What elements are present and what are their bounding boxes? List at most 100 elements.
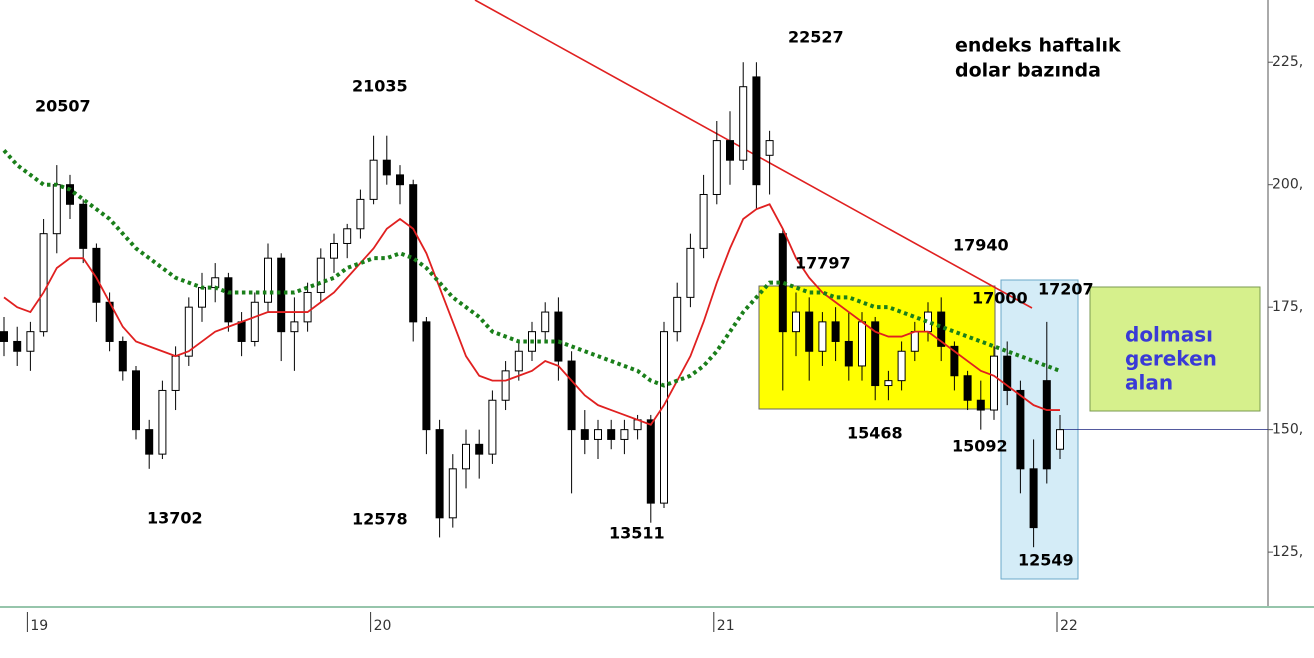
candle-body [620,429,629,440]
price-annotation: 12578 [352,510,408,529]
candle-body [831,321,840,342]
candle-body [409,184,418,323]
candle-body [567,360,576,431]
candle-body [250,301,259,342]
candle-body [844,340,853,367]
candle-body [1003,355,1012,391]
candle-body [330,242,338,259]
candle-body [290,321,299,333]
candle-body [382,159,391,176]
moving-average [3,203,1060,426]
candle-body [765,140,774,156]
y-tick-label: 125, [1272,544,1303,560]
price-annotation: 15468 [847,424,903,443]
chart-title: dolar bazında [955,60,1101,82]
candle-body [369,159,378,200]
candle-body [343,228,352,244]
candle-body [660,331,668,504]
price-annotation: 21035 [352,77,408,96]
candle-body [950,345,959,377]
candle-body [884,380,893,387]
y-tick-label: 150, [1272,422,1303,438]
candle-body [475,443,484,455]
y-tick-label: 200, [1272,177,1303,193]
price-annotation: 17000 [972,289,1028,308]
candle-body [514,350,523,372]
price-annotation: 15092 [952,437,1008,456]
candle-body [739,86,748,161]
candle-body [858,321,866,367]
candle-body [158,389,167,455]
zone-label: gereken [1125,347,1217,371]
price-annotation: 20507 [35,97,91,116]
candle-body [963,375,972,401]
target-zone [1089,286,1261,412]
candle-body [805,311,814,352]
candle-body [818,321,827,352]
candle-body [976,399,985,411]
candle-body [79,203,88,249]
candle-body [910,331,919,352]
candle-body [1029,468,1038,529]
candle-body [237,321,246,342]
candle-body [52,184,61,235]
candle-body [26,331,35,352]
price-annotation: 17207 [1038,280,1094,299]
price-annotation: 22527 [788,28,844,47]
candle-body [594,429,602,440]
candle-body [488,399,497,455]
price-annotation: 13511 [609,524,665,543]
candle-body [277,257,286,333]
candle-body [13,340,22,352]
candle-body [607,429,616,440]
x-tick-label: 20 [374,618,392,634]
price-annotation: 12549 [1018,551,1074,570]
candle-body [990,355,998,411]
candle-body [686,247,695,298]
candle-body [871,321,880,387]
candle-body [1056,429,1064,450]
candle-body [145,429,154,455]
candle-body [303,291,312,323]
candle-body [673,296,682,333]
candle-body [396,174,404,186]
candle-body [435,429,444,519]
y-tick-label: 175, [1272,299,1303,315]
candle-body [726,140,734,161]
y-tick-label: 225, [1272,54,1303,70]
zone-label: dolması [1125,323,1213,347]
moving-average [2,149,1061,388]
candle-body [448,468,457,519]
candle-body [580,429,589,440]
price-annotation: 13702 [147,509,203,528]
candle-body [264,257,272,303]
candle-body [541,311,550,333]
candle-body [39,233,48,333]
candle-body [792,311,800,333]
candle-body [1042,380,1051,470]
candle-body [224,277,233,323]
candle-body [356,198,365,230]
candle-body [118,340,127,372]
candle-body [712,140,721,195]
chart-title: endeks haftalık [955,35,1121,57]
candle-body [171,355,180,391]
zone-label: alan [1125,371,1173,395]
candle-body [897,350,906,382]
candle-body [699,193,708,249]
x-tick-label: 22 [1060,618,1078,634]
x-tick-label: 19 [30,618,48,634]
candle-body [198,287,206,308]
candle-body [554,311,563,362]
candle-body [132,370,140,431]
price-annotation: 17797 [795,254,851,273]
candle-body [0,331,8,342]
candle-body [752,76,761,186]
candle-body [462,443,470,470]
candle-body [646,419,655,504]
candle-body [92,247,101,303]
candle-body [501,370,510,401]
candle-body [422,321,431,431]
price-annotation: 17940 [953,236,1009,255]
